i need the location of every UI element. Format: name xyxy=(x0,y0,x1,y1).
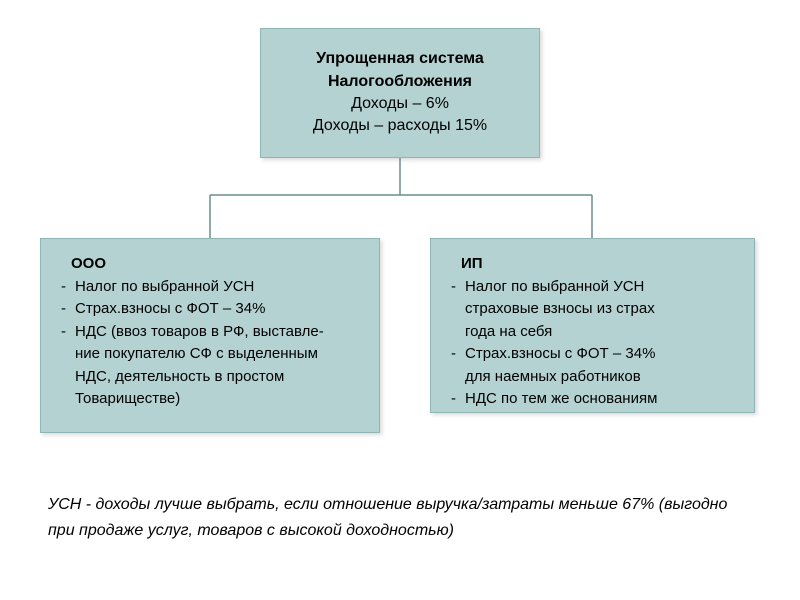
list-item-text: Налог по выбранной УСН xyxy=(465,276,738,299)
ooo-items: - Налог по выбранной УСН- Страх.взносы с… xyxy=(61,276,363,411)
list-item-text: для наемных работников xyxy=(465,366,738,389)
bullet-dash xyxy=(61,343,75,366)
bullet-dash: - xyxy=(61,276,75,299)
list-item-text: НДС по тем же основаниям xyxy=(465,388,738,411)
list-item: ние покупателю СФ с выделенным xyxy=(61,343,363,366)
bullet-dash xyxy=(451,366,465,389)
list-item-text: года на себя xyxy=(465,321,738,344)
bullet-dash xyxy=(451,321,465,344)
child-node-ip: ИП - Налог по выбранной УСНстраховые взн… xyxy=(430,238,755,413)
list-item-text: НДС (ввоз товаров в РФ, выставле- xyxy=(75,321,363,344)
list-item: - НДС по тем же основаниям xyxy=(451,388,738,411)
list-item: - Страх.взносы с ФОТ – 34% xyxy=(451,343,738,366)
ip-heading: ИП xyxy=(451,253,738,276)
bullet-dash xyxy=(61,388,75,411)
bullet-dash: - xyxy=(451,388,465,411)
list-item-text: Страх.взносы с ФОТ – 34% xyxy=(465,343,738,366)
list-item: страховые взносы из страх xyxy=(451,298,738,321)
bullet-dash: - xyxy=(451,276,465,299)
list-item: - Страх.взносы с ФОТ – 34% xyxy=(61,298,363,321)
bullet-dash: - xyxy=(61,321,75,344)
list-item: - Налог по выбранной УСН xyxy=(61,276,363,299)
footer-note: УСН - доходы лучше выбрать, если отношен… xyxy=(48,492,748,543)
ip-items: - Налог по выбранной УСНстраховые взносы… xyxy=(451,276,738,411)
bullet-dash: - xyxy=(61,298,75,321)
bullet-dash xyxy=(61,366,75,389)
list-item: - НДС (ввоз товаров в РФ, выставле- xyxy=(61,321,363,344)
list-item-text: НДС, деятельность в простом xyxy=(75,366,363,389)
list-item: - Налог по выбранной УСН xyxy=(451,276,738,299)
bullet-dash: - xyxy=(451,343,465,366)
list-item-text: ние покупателю СФ с выделенным xyxy=(75,343,363,366)
list-item-text: Страх.взносы с ФОТ – 34% xyxy=(75,298,363,321)
child-node-ooo: ООО - Налог по выбранной УСН- Страх.взно… xyxy=(40,238,380,433)
list-item-text: Товариществе) xyxy=(75,388,363,411)
list-item-text: Налог по выбранной УСН xyxy=(75,276,363,299)
list-item-text: страховые взносы из страх xyxy=(465,298,738,321)
list-item: Товариществе) xyxy=(61,388,363,411)
list-item: года на себя xyxy=(451,321,738,344)
list-item: НДС, деятельность в простом xyxy=(61,366,363,389)
bullet-dash xyxy=(451,298,465,321)
list-item: для наемных работников xyxy=(451,366,738,389)
ooo-heading: ООО xyxy=(61,253,363,276)
